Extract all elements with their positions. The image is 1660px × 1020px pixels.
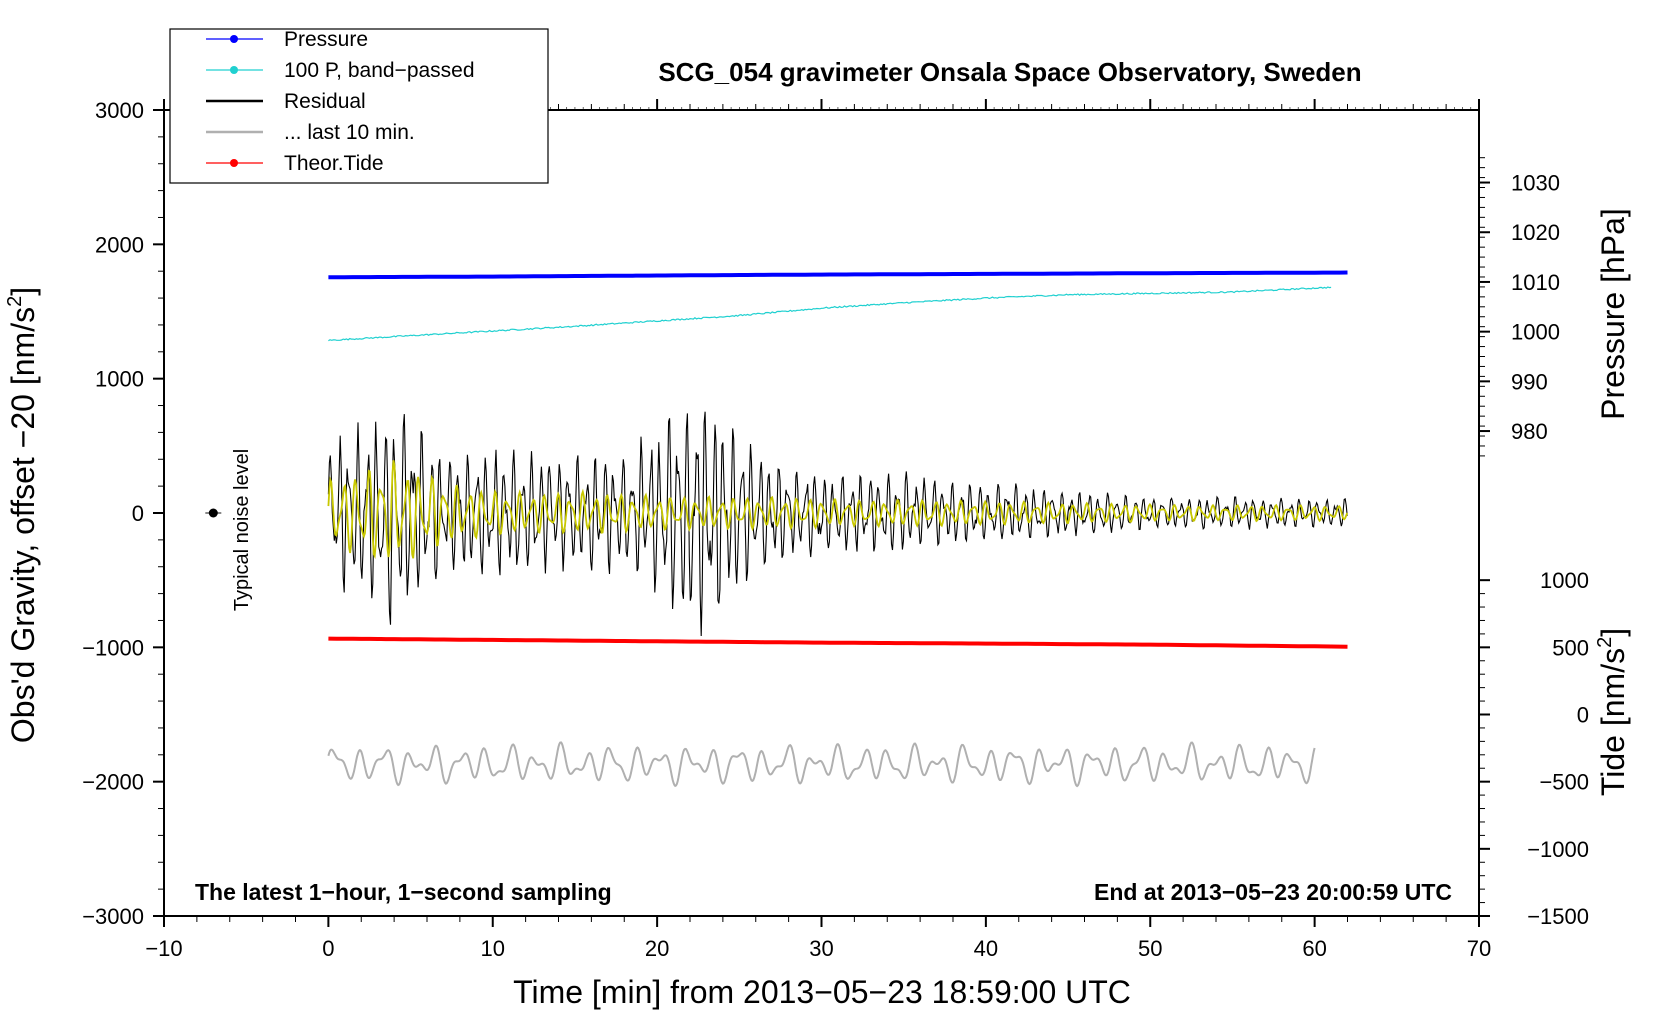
legend-swatch-marker <box>230 66 238 74</box>
y-tick-label: 3000 <box>95 98 144 123</box>
y-tick-label: −1000 <box>82 635 144 660</box>
pressure-tick-label: 1000 <box>1511 320 1560 345</box>
legend-box <box>169 28 549 184</box>
pressure-tick-label: 990 <box>1511 369 1548 394</box>
y-axis-ticks: −3000 −2000 −1000 0 1000 2000 3000 <box>82 98 164 929</box>
pressure-tick-label: 980 <box>1511 419 1548 444</box>
tide-axis-title: Tide [nm/s2] <box>1594 628 1631 796</box>
tide-axis-title-sup: 2 <box>1594 637 1616 648</box>
x-tick-label: 10 <box>481 936 505 961</box>
y-axis-title-units-close: ] <box>5 287 41 296</box>
y-tick-label: 2000 <box>95 232 144 257</box>
legend-label: Theor.Tide <box>284 152 384 175</box>
tide-tick-label: −1000 <box>1527 837 1589 862</box>
tide-tick-label: 0 <box>1577 703 1589 728</box>
legend-swatch-marker <box>230 35 238 43</box>
legend-label: 100 P, band−passed <box>284 59 475 82</box>
end-time-note: End at 2013−05−23 20:00:59 UTC <box>1094 879 1452 905</box>
legend-label: Residual <box>284 90 366 113</box>
band-passed-pressure-line <box>328 286 1332 342</box>
pressure-axis-ticks: 980 990 1000 1010 1020 1030 <box>1479 157 1560 457</box>
y-axis-title: Obs'd Gravity, offset −20 [nm/s2] <box>4 287 41 743</box>
noise-level-label: Typical noise level <box>231 449 253 611</box>
legend-items: Pressure 100 P, band−passed Residual ... la… <box>206 28 475 175</box>
y-tick-label: −2000 <box>82 770 144 795</box>
legend-item: ... last 10 min. <box>206 121 415 144</box>
y-tick-label: −3000 <box>82 904 144 929</box>
x-tick-label: 50 <box>1138 936 1162 961</box>
last-10-min-line <box>327 741 1316 788</box>
legend-label: ... last 10 min. <box>284 121 415 144</box>
y-tick-label: 0 <box>132 501 144 526</box>
yellow-band-line <box>327 460 1349 560</box>
legend-item: Pressure <box>206 28 368 51</box>
tide-tick-label: −1500 <box>1527 904 1589 929</box>
legend-item: Residual <box>206 90 366 113</box>
y-axis-title-space2 <box>5 385 41 394</box>
sampling-note: The latest 1−hour, 1−second sampling <box>195 879 612 905</box>
pressure-line <box>328 270 1348 280</box>
x-tick-label: 0 <box>322 936 334 961</box>
x-tick-label: 40 <box>974 936 998 961</box>
legend-item: 100 P, band−passed <box>206 59 475 82</box>
tide-tick-label: 1000 <box>1540 568 1589 593</box>
legend-swatch-marker <box>230 159 238 167</box>
pressure-axis-title: Pressure [hPa] <box>1595 208 1631 420</box>
pressure-tick-label: 1020 <box>1511 220 1560 245</box>
x-tick-label: 60 <box>1302 936 1326 961</box>
noise-level-marker <box>205 508 222 518</box>
legend-label: Pressure <box>284 28 368 51</box>
y-axis-title-space <box>5 448 41 457</box>
legend-item: Theor.Tide <box>206 152 384 175</box>
y-tick-label: 1000 <box>95 367 144 392</box>
pressure-tick-label: 1030 <box>1511 171 1560 196</box>
y-axis-title-units-sup: 2 <box>4 296 26 307</box>
y-axis-title-units: [nm/s <box>5 307 41 385</box>
x-tick-label: −10 <box>145 936 182 961</box>
pressure-tick-label: 1010 <box>1511 270 1560 295</box>
tide-tick-label: −500 <box>1539 770 1589 795</box>
theor-tide-line <box>328 636 1348 649</box>
x-tick-label: 20 <box>645 936 669 961</box>
tide-axis-ticks: −1500 −1000 −500 0 500 1000 <box>1479 568 1589 929</box>
chart-title: SCG_054 gravimeter Onsala Space Observat… <box>658 57 1361 87</box>
noise-level-dot <box>208 508 218 518</box>
tide-axis-title-close: ] <box>1595 628 1631 637</box>
x-tick-label: 70 <box>1467 936 1491 961</box>
series-layer <box>327 270 1349 788</box>
y-axis-title-main: Obs'd Gravity, offset <box>5 457 41 743</box>
legend: Pressure 100 P, band−passed Residual ... la… <box>169 28 549 184</box>
y-axis-title-offset: −20 <box>5 394 41 448</box>
tide-axis-title-main: Tide [nm/s <box>1595 648 1631 796</box>
x-tick-label: 30 <box>809 936 833 961</box>
x-axis-title: Time [min] from 2013−05−23 18:59:00 UTC <box>513 974 1131 1010</box>
tide-tick-label: 500 <box>1552 635 1589 660</box>
